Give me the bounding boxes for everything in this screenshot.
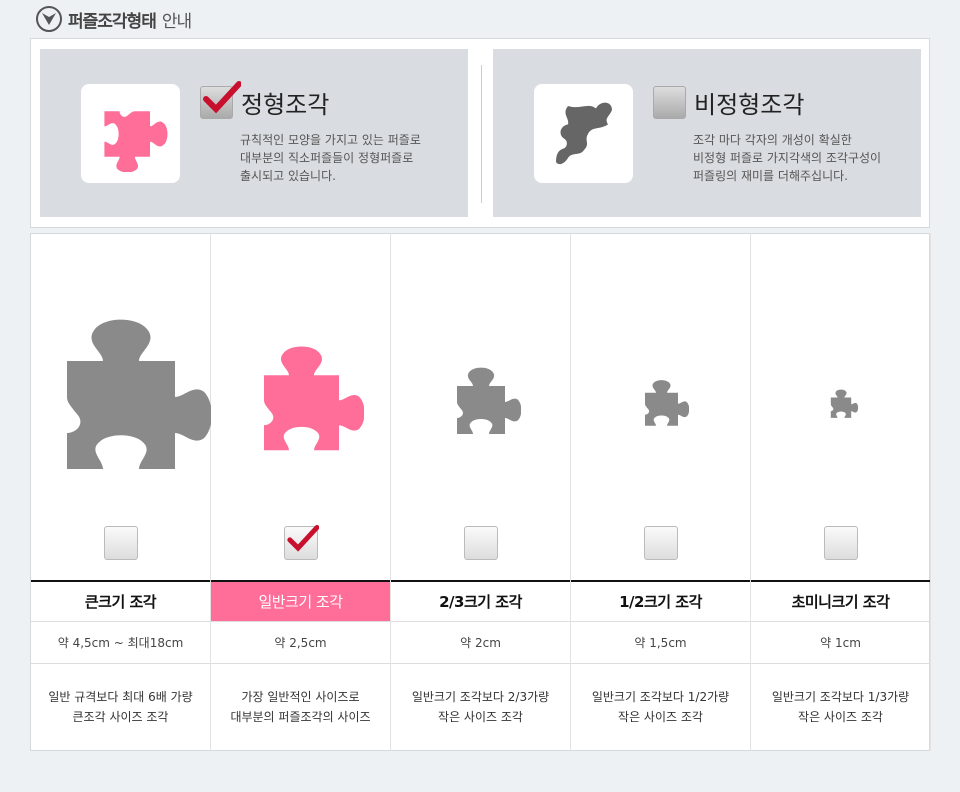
regular-title: 정형조각	[241, 91, 330, 119]
size-value: 약 2,5cm	[211, 622, 390, 664]
regular-piece-image	[81, 84, 180, 183]
irregular-checkbox[interactable]	[653, 86, 686, 119]
piece-image	[31, 234, 211, 580]
size-checkbox[interactable]	[644, 526, 678, 560]
size-column[interactable]: 1/2크기 조각 약 1,5cm 일반크기 조각보다 1/2가량 작은 사이즈 조…	[571, 234, 751, 750]
type-regular[interactable]: 정형조각 규칙적인 모양을 가지고 있는 퍼즐로 대부분의 직소퍼즐들이 정형퍼즐…	[40, 49, 468, 217]
size-column[interactable]: 2/3크기 조각 약 2cm 일반크기 조각보다 2/3가량 작은 사이즈 조각	[391, 234, 571, 750]
piece-image	[211, 234, 390, 580]
size-description: 일반크기 조각보다 1/2가량 작은 사이즈 조각	[591, 690, 730, 724]
size-checkbox[interactable]	[464, 526, 498, 560]
header-title-rest: 안내	[161, 11, 192, 32]
size-value: 약 2cm	[391, 622, 570, 664]
piece-image	[751, 234, 930, 580]
irregular-title: 비정형조각	[694, 91, 805, 119]
irregular-piece-image	[534, 84, 633, 183]
size-name: 일반크기 조각	[211, 580, 390, 622]
size-description: 일반 규격보다 최대 6배 가량 큰조각 사이즈 조각	[48, 690, 193, 724]
header-title-bold: 퍼즐조각형태	[68, 11, 157, 32]
irregular-description: 조각 마다 각자의 개성이 확실한 비정형 퍼즐로 가지각색의 조각구성이 퍼즐링의…	[693, 133, 882, 183]
size-description: 일반크기 조각보다 1/3가량 작은 사이즈 조각	[771, 690, 910, 724]
piece-type-box: 정형조각 규칙적인 모양을 가지고 있는 퍼즐로 대부분의 직소퍼즐들이 정형퍼즐…	[30, 38, 930, 228]
size-value: 약 1cm	[751, 622, 930, 664]
regular-checkbox[interactable]	[200, 81, 241, 119]
chevron-down-circle-icon	[36, 6, 62, 32]
type-irregular[interactable]: 비정형조각 조각 마다 각자의 개성이 확실한 비정형 퍼즐로 가지각색의 조각구…	[493, 49, 921, 217]
size-column[interactable]: 일반크기 조각 약 2,5cm 가장 일반적인 사이즈로 대부분의 퍼즐조각의 사…	[211, 234, 391, 750]
size-name: 큰크기 조각	[31, 580, 210, 622]
divider	[481, 65, 482, 203]
size-checkbox[interactable]	[104, 526, 138, 560]
piece-image	[571, 234, 750, 580]
size-checkbox[interactable]	[284, 525, 319, 560]
size-description: 일반크기 조각보다 2/3가량 작은 사이즈 조각	[411, 690, 550, 724]
section-header: 퍼즐조각형태 안내	[36, 6, 192, 32]
size-checkbox[interactable]	[824, 526, 858, 560]
size-name: 2/3크기 조각	[391, 580, 570, 622]
size-value: 약 4,5cm ~ 최대18cm	[31, 622, 210, 664]
piece-image	[391, 234, 570, 580]
size-table: 큰크기 조각 약 4,5cm ~ 최대18cm 일반 규격보다 최대 6배 가량…	[30, 233, 931, 751]
size-name: 1/2크기 조각	[571, 580, 750, 622]
size-column[interactable]: 초미니크기 조각 약 1cm 일반크기 조각보다 1/3가량 작은 사이즈 조각	[751, 234, 931, 750]
size-name: 초미니크기 조각	[751, 580, 930, 622]
size-value: 약 1,5cm	[571, 622, 750, 664]
size-column[interactable]: 큰크기 조각 약 4,5cm ~ 최대18cm 일반 규격보다 최대 6배 가량…	[31, 234, 211, 750]
size-description: 가장 일반적인 사이즈로 대부분의 퍼즐조각의 사이즈	[230, 690, 371, 724]
regular-description: 규칙적인 모양을 가지고 있는 퍼즐로 대부분의 직소퍼즐들이 정형퍼즐로 출시되고…	[240, 133, 421, 183]
